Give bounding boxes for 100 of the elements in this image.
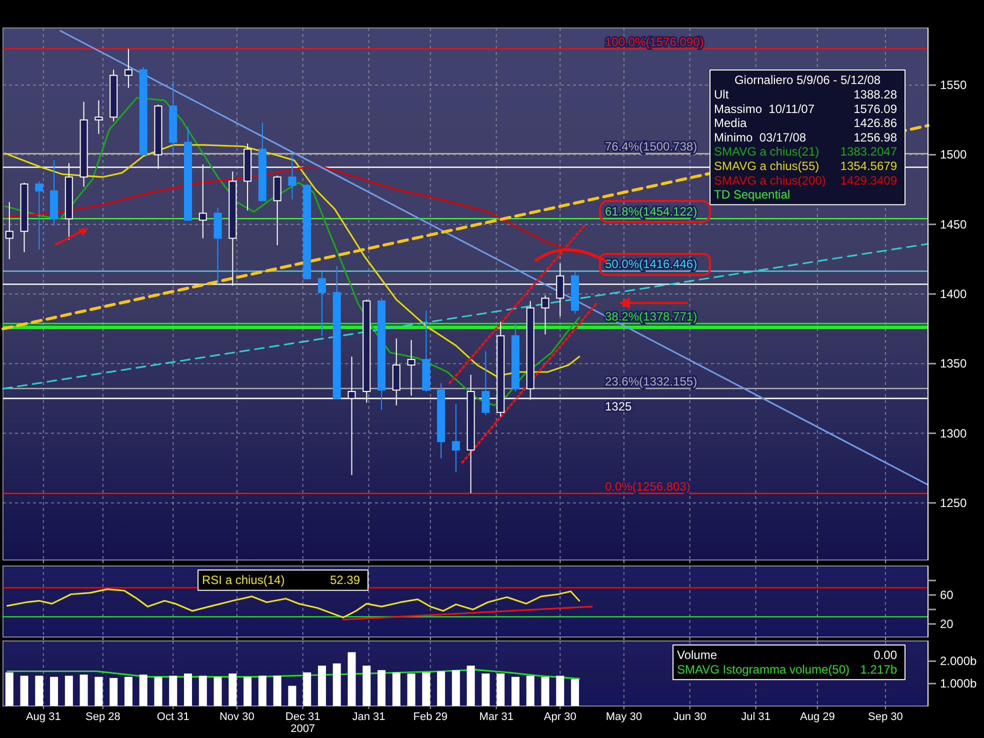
annotation: 1256.98 xyxy=(854,130,898,144)
ref-line-label: 50.0%(1416.446) xyxy=(605,257,698,272)
bar xyxy=(198,676,207,706)
bar xyxy=(318,666,326,706)
x-tick-label: Dec 31 2007 xyxy=(285,711,320,735)
annotation: 52.39 xyxy=(330,573,360,588)
y-tick-label: 1500 xyxy=(940,148,968,162)
annotation: Minimo 03/17/08 xyxy=(714,130,806,144)
x-tick-label: Nov 30 xyxy=(219,711,254,723)
bar xyxy=(80,674,88,706)
x-tick-label: Aug 29 xyxy=(800,711,835,723)
y-tick-label: 1250 xyxy=(940,496,968,510)
bar xyxy=(348,652,356,706)
bar xyxy=(5,672,14,706)
bar xyxy=(362,666,371,706)
x-tick-label: Jan 31 xyxy=(352,711,386,723)
bar xyxy=(64,676,73,706)
bar xyxy=(332,663,341,706)
y-tick-label: 1550 xyxy=(940,78,968,92)
annotation: 1576.09 xyxy=(854,102,898,116)
bar xyxy=(496,674,505,706)
x-tick-label: Jul 31 xyxy=(741,711,770,723)
x-tick-label: Jun 30 xyxy=(673,711,706,723)
bar xyxy=(288,686,296,706)
bar xyxy=(184,674,192,706)
y-tick-label: 60 xyxy=(940,588,954,602)
candlestick xyxy=(318,271,326,336)
ref-line-label: 1325 xyxy=(605,399,632,414)
bar xyxy=(303,672,312,706)
annotation: 0.00 xyxy=(874,648,898,662)
x-tick-label: Sep 28 xyxy=(86,711,120,723)
annotation: SMAVG Istogramma volume(50) xyxy=(677,662,850,676)
text: SMAVG a chius(200) xyxy=(714,173,826,188)
candlestick xyxy=(452,404,460,473)
bar xyxy=(526,676,534,706)
candlestick xyxy=(482,350,490,416)
bar xyxy=(139,674,148,706)
bar xyxy=(214,676,222,706)
candlestick xyxy=(288,156,296,200)
x-tick-label: May 30 xyxy=(606,711,642,723)
annotation: Volume xyxy=(677,648,718,662)
bar xyxy=(571,679,580,706)
bar xyxy=(511,676,520,706)
candlestick xyxy=(273,175,282,246)
line-series xyxy=(4,166,580,254)
candlestick xyxy=(94,100,103,134)
bar xyxy=(541,676,550,706)
bar xyxy=(20,676,28,706)
bar xyxy=(452,670,460,706)
x-tick-label: Apr 30 xyxy=(544,711,576,723)
bar xyxy=(124,676,132,706)
ref-line-label: 23.6%(1332.155) xyxy=(605,374,698,388)
bar xyxy=(273,676,282,706)
line-series xyxy=(4,144,580,377)
bar xyxy=(392,672,400,706)
candlestick xyxy=(124,48,132,88)
y-tick-label: 20 xyxy=(940,616,954,631)
bar xyxy=(35,676,44,706)
bar xyxy=(407,674,416,706)
bar xyxy=(378,670,386,706)
line-series xyxy=(6,588,580,618)
annotation: Ult xyxy=(714,87,730,102)
candlestick xyxy=(35,180,44,250)
x-tick-label: Sep 30 xyxy=(868,711,903,723)
bar xyxy=(466,666,475,706)
y-tick-label: 1300 xyxy=(940,426,968,440)
ref-line-label: 38.2%(1378.771) xyxy=(605,310,698,324)
annotation: 1354.5679 xyxy=(840,158,898,173)
bar xyxy=(482,674,490,706)
bar xyxy=(154,676,162,706)
x-tick-label: Mar 31 xyxy=(479,711,514,723)
annotation: 1.217b xyxy=(860,662,898,676)
bar xyxy=(556,676,564,706)
bar xyxy=(169,676,178,706)
annotation: 1426.86 xyxy=(854,116,898,130)
bar xyxy=(110,678,118,706)
y-tick-label: 1350 xyxy=(940,356,968,371)
annotation: 1383.2047 xyxy=(840,144,898,159)
ref-line-label: 100.0%(1576.090) xyxy=(605,34,704,49)
annotation: Media xyxy=(714,116,748,130)
x-tick-label: Oct 31 xyxy=(156,711,190,723)
bar xyxy=(228,674,237,706)
y-tick-label: 1400 xyxy=(940,287,968,301)
ref-line-label: 61.8%(1454.122) xyxy=(605,204,698,219)
bar xyxy=(258,676,266,706)
ref-line-label: 76.4%(1500.738) xyxy=(605,140,698,154)
annotation: 1429.3409 xyxy=(840,173,898,188)
annotation: TD Sequential xyxy=(714,188,790,202)
annotation: Giornaliero 5/9/06 - 5/12/08 xyxy=(734,73,881,88)
candlestick xyxy=(541,294,550,335)
y-tick-label: 1450 xyxy=(940,217,968,232)
text: SMAVG a chius(55) xyxy=(714,158,820,173)
y-tick-label: 1.000b xyxy=(940,676,978,691)
x-tick-label: Feb 29 xyxy=(413,711,448,723)
bar xyxy=(437,671,446,706)
annotation: Massimo 10/11/07 xyxy=(714,102,815,116)
ref-line-label: 0.0%(1256.803) xyxy=(605,479,690,494)
y-tick-label: 2.000b xyxy=(940,654,978,668)
bar xyxy=(50,676,58,706)
candlestick xyxy=(407,339,416,396)
